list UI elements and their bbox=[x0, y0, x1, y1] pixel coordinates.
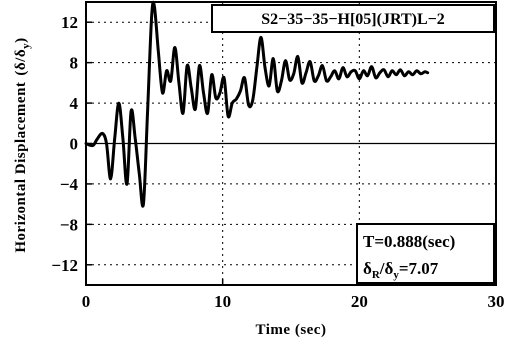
y-tick-label: 0 bbox=[70, 135, 79, 154]
period-label: T=0.888(sec) bbox=[363, 232, 455, 251]
plot-frame bbox=[85, 1, 497, 286]
y-tick-label: 4 bbox=[70, 94, 79, 113]
x-tick-label: 10 bbox=[214, 292, 231, 311]
y-tick-label: −12 bbox=[51, 256, 78, 275]
title-box bbox=[211, 4, 495, 33]
y-tick-label: −8 bbox=[60, 215, 78, 234]
annotation-box bbox=[356, 223, 495, 284]
x-tick-labels: 0 10 20 30 bbox=[82, 292, 505, 311]
x-axis-title: Time (sec) bbox=[256, 322, 327, 338]
x-tick-label: 0 bbox=[82, 292, 91, 311]
y-tick-label: −4 bbox=[60, 175, 79, 194]
chart-title: S2−35−35−H[05](JRT)L−2 bbox=[261, 11, 444, 28]
x-tick-label: 30 bbox=[488, 292, 505, 311]
y-axis-title: Horizontal Displacement(δ/δy) bbox=[13, 37, 32, 252]
x-tick-label: 20 bbox=[351, 292, 368, 311]
y-tick-label: 8 bbox=[70, 54, 79, 73]
residual-ratio-label: δR/δy=7.07 bbox=[363, 259, 439, 281]
series-line bbox=[84, 0, 430, 208]
y-tick-labels: 12 8 4 0 −4 −8 −12 bbox=[51, 13, 78, 275]
y-tick-label: 12 bbox=[61, 13, 78, 32]
